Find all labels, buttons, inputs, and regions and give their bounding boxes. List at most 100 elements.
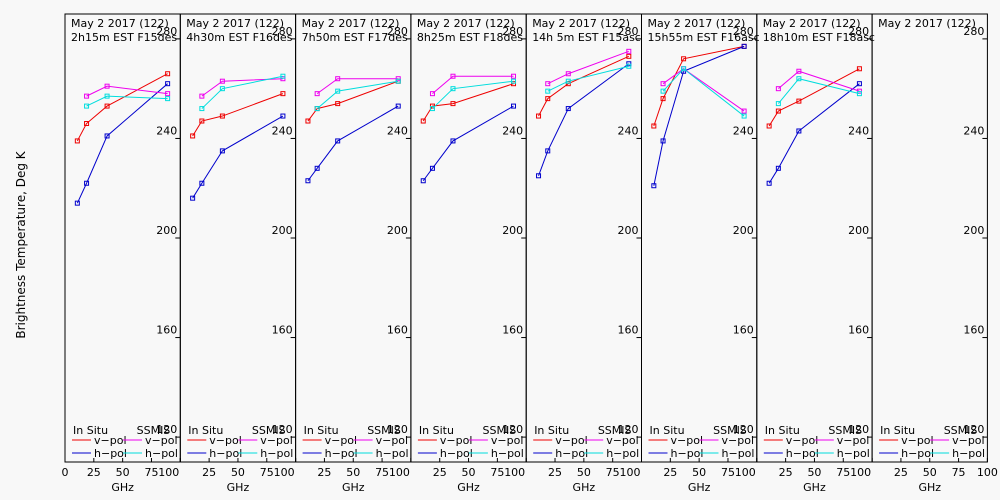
y-tick-label: 240 — [733, 124, 754, 137]
series-line-ssmis-v — [201, 78, 283, 97]
legend-insitu-v-label: v−pol — [901, 434, 934, 447]
data-point-insitu-h — [545, 148, 551, 154]
legend-insitu-v-label: v−pol — [786, 434, 819, 447]
data-point-insitu-v — [190, 133, 196, 139]
data-point-ssmis-v — [626, 48, 632, 54]
panel-2: May 2 2017 (122)4h30m EST F16des 120 160 20… — [179, 13, 297, 494]
y-tick-label: 120 — [502, 423, 523, 436]
series-line-insitu-h — [307, 105, 399, 182]
legend-insitu-v-label: v−pol — [325, 434, 358, 447]
series-line-insitu-v — [76, 73, 168, 142]
x-axis-label: GHz — [457, 481, 480, 494]
data-point-insitu-h — [190, 195, 196, 201]
y-tick-label: 200 — [848, 224, 869, 237]
x-axis-label: GHz — [688, 481, 711, 494]
y-tick-label: 160 — [156, 324, 177, 337]
legend-insitu-v-label: v−pol — [209, 434, 242, 447]
y-tick-label: 160 — [618, 324, 639, 337]
series-line-insitu-v — [192, 93, 284, 137]
y-tick-label: 240 — [848, 124, 869, 137]
legend-ssmis-v-label: v−pol — [837, 434, 870, 447]
data-point-ssmis-v — [314, 91, 320, 97]
panel-time-label: 15h55m EST F16asc — [648, 31, 760, 44]
data-point-insitu-h — [651, 183, 657, 189]
data-point-insitu-v — [305, 118, 311, 124]
series-line-insitu-h — [653, 45, 745, 186]
y-tick-label: 280 — [156, 25, 177, 38]
data-point-insitu-h — [219, 148, 225, 154]
x-tick-label: 75 — [952, 466, 966, 479]
x-tick-label: 25 — [779, 466, 793, 479]
panel-8: May 2 2017 (122) 120 160 200 240 280 25 50 75 100… — [871, 13, 998, 494]
data-point-ssmis-h — [856, 91, 862, 97]
x-tick-label: 25 — [663, 466, 677, 479]
x-tick-label: 75 — [721, 466, 735, 479]
legend-insitu-h-label: h−pol — [786, 447, 819, 460]
x-tick-label: 100 — [504, 466, 525, 479]
data-point-ssmis-h — [335, 88, 341, 94]
legend-ssmis-v-label: v−pol — [722, 434, 755, 447]
x-tick-label: 75 — [606, 466, 620, 479]
data-point-ssmis-v — [545, 81, 551, 87]
y-tick-label: 280 — [502, 25, 523, 38]
x-axis-label: GHz — [227, 481, 250, 494]
data-point-ssmis-v — [84, 93, 90, 99]
x-tick-label: 100 — [620, 466, 641, 479]
series-line-ssmis-v — [316, 78, 399, 95]
legend-ssmis-v-label: v−pol — [952, 434, 985, 447]
panel-frame — [525, 13, 643, 463]
data-point-insitu-v — [199, 118, 205, 124]
data-point-ssmis-h — [775, 101, 781, 107]
panel-time-label: 7h50m EST F17des — [302, 31, 408, 44]
series-line-ssmis-v — [432, 75, 514, 95]
panel-frame — [756, 13, 873, 463]
x-tick-label: 50 — [692, 466, 706, 479]
y-tick-label: 280 — [733, 25, 754, 38]
x-tick-label: 75 — [836, 466, 850, 479]
x-tick-label: 75 — [144, 466, 158, 479]
data-point-insitu-h — [796, 128, 802, 134]
data-point-insitu-h — [741, 43, 747, 49]
data-point-insitu-v — [856, 66, 862, 72]
series-line-insitu-v — [653, 45, 745, 127]
data-point-insitu-v — [626, 53, 632, 59]
data-point-insitu-h — [314, 165, 320, 171]
y-tick-label: 120 — [963, 423, 984, 436]
legend-ssmis-v-label: v−pol — [376, 434, 409, 447]
y-tick-label: 160 — [963, 324, 984, 337]
data-point-ssmis-h — [681, 66, 687, 72]
x-tick-label: 75 — [260, 466, 274, 479]
data-point-insitu-h — [395, 103, 401, 109]
x-axis-label: GHz — [342, 481, 365, 494]
x-tick-label: 25 — [317, 466, 331, 479]
panel-frame — [410, 13, 527, 463]
legend-ssmis-v-label: v−pol — [606, 434, 639, 447]
data-point-insitu-v — [651, 123, 657, 129]
legend-insitu-h-label: h−pol — [94, 447, 127, 460]
legend-ssmis-title: SSMIS — [598, 424, 632, 437]
x-tick-label: 100 — [850, 466, 871, 479]
x-tick-label: 50 — [462, 466, 476, 479]
legend-ssmis-title: SSMIS — [828, 424, 862, 437]
y-tick-label: 240 — [502, 124, 523, 137]
legend-ssmis-h-label: h−pol — [376, 447, 409, 460]
y-tick-label: 160 — [848, 324, 869, 337]
panel-frame — [295, 13, 412, 463]
legend-insitu-v-label: v−pol — [555, 434, 588, 447]
x-axis-label: GHz — [918, 481, 941, 494]
data-point-ssmis-h — [199, 106, 205, 112]
y-tick-label: 200 — [272, 224, 293, 237]
data-point-insitu-h — [280, 113, 286, 119]
series-line-ssmis-h — [86, 95, 168, 107]
x-tick-label: 50 — [346, 466, 360, 479]
y-tick-label: 200 — [502, 224, 523, 237]
data-point-ssmis-v — [104, 83, 110, 89]
data-point-insitu-h — [766, 180, 772, 186]
legend-ssmis-title: SSMIS — [367, 424, 401, 437]
data-point-ssmis-v — [796, 68, 802, 74]
legend-ssmis-h-label: h−pol — [606, 447, 639, 460]
panel-time-label: 2h15m EST F15des — [71, 31, 177, 44]
panel-date: May 2 2017 (122) — [302, 17, 400, 30]
x-tick-label: 50 — [116, 466, 130, 479]
x-axis-label: GHz — [111, 481, 134, 494]
